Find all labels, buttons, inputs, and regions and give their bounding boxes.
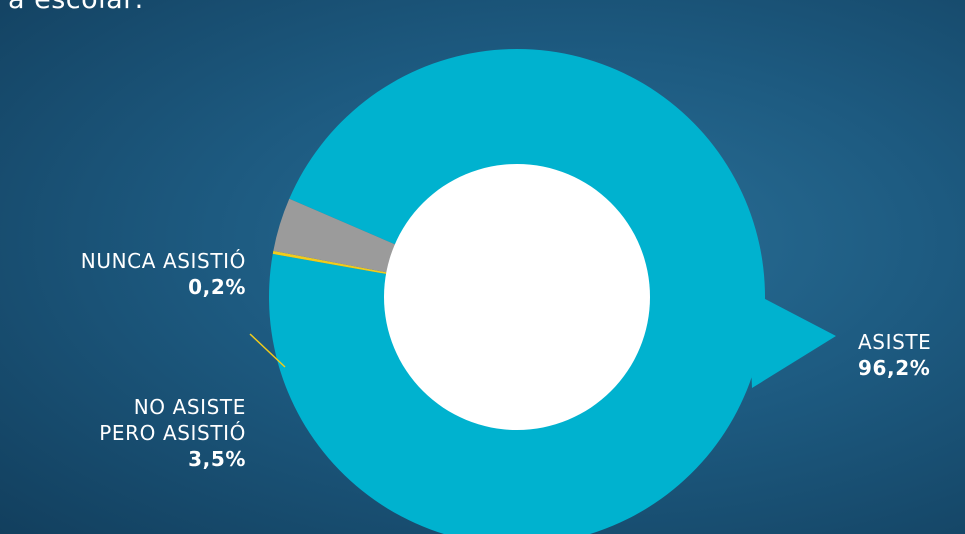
chart-title: a escolar: <box>8 0 144 15</box>
slice-asiste-pointer <box>748 290 836 388</box>
donut-hole <box>384 164 650 430</box>
label-nunca-asistio-name: NUNCA ASISTIÓ <box>80 249 246 273</box>
label-asiste: ASISTE 96,2% <box>858 329 931 381</box>
label-nunca-asistio-value: 0,2% <box>188 275 246 299</box>
label-no-asiste-line1: NO ASISTE <box>133 395 246 419</box>
label-no-asiste-value: 3,5% <box>188 447 246 471</box>
slice-no-asiste-pero-asistio <box>273 198 416 277</box>
leader-line-nunca-asistio <box>249 333 286 368</box>
slice-nunca-asistio <box>272 250 409 278</box>
label-asiste-name: ASISTE <box>858 330 932 354</box>
label-nunca-asistio: NUNCA ASISTIÓ 0,2% <box>81 248 246 300</box>
label-asiste-value: 96,2% <box>858 356 931 380</box>
slice-asiste <box>269 49 766 534</box>
label-no-asiste-pero-asistio: NO ASISTE PERO ASISTIÓ 3,5% <box>99 394 246 472</box>
label-no-asiste-line2: PERO ASISTIÓ <box>99 421 246 445</box>
